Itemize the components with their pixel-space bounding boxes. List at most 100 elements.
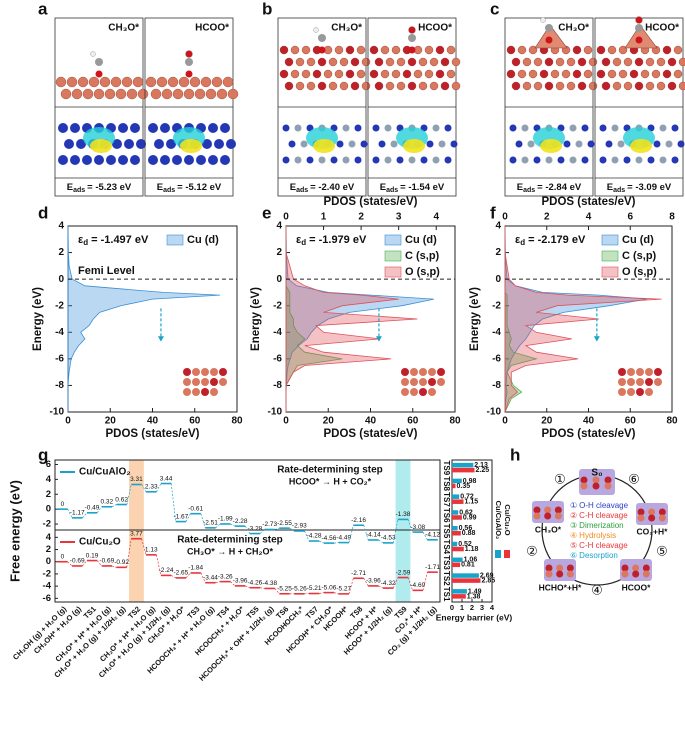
slab-atom [145,76,157,88]
lattice-atom [184,155,194,165]
y-tick-label: 2 [276,247,282,258]
adsorption-energy: Eads = -3.09 eV [607,182,672,194]
d-band-center: εd = -1.497 eV [78,234,149,247]
node-atom [554,512,562,520]
slab-atom [356,69,366,79]
slab-atom [345,45,355,55]
lattice-atom [160,155,170,165]
slab-atom [385,57,395,67]
value-label: -3.08 [410,524,425,531]
x-tick-label: 40 [147,416,159,427]
y-tick-label: 4 [58,221,64,232]
slab-atom [451,81,461,91]
slab-atom [634,57,644,67]
lattice-atom [569,156,577,164]
y-tick-label: 0 [58,274,64,285]
node-atom [533,512,541,520]
lattice-atom [342,124,350,132]
adsorption-energy: Eads = -5.23 eV [67,182,132,194]
slab-atom [301,69,311,79]
category-label: TS9 [442,461,451,476]
slab-atom [511,57,521,67]
node-atom [545,564,553,572]
inset-atom [201,368,209,376]
y-tick-label: 4 [276,221,282,232]
bar [452,541,458,547]
rate-step-reaction: CH₃O* → H + CH₂O* [187,546,273,556]
slab-atom [132,76,144,88]
step-num: ⑥ [570,551,577,560]
inset-atom [419,388,427,396]
step-marker: ④ [591,582,603,597]
node-atom [580,482,588,490]
slab-atom [396,81,406,91]
y-tick-label: 0 [46,504,51,515]
slab-atom [227,88,239,100]
slab-atom [440,57,450,67]
category-label: TS5 [442,524,451,539]
step-legend: ④ Hydrolysis [570,531,616,540]
node-atom [544,512,552,520]
adsorbate-atom [318,46,326,54]
slab-atom [156,76,168,88]
adsorbate-atom [95,58,103,66]
value-label: 2.69 [480,572,494,579]
slab-atom [356,45,366,55]
slab-atom [55,76,67,88]
value-label: 3.44 [160,475,173,482]
value-label: 0 [61,553,65,560]
x-axis-label: PDOS (states/eV) [542,428,636,440]
connector [111,565,117,568]
x2-tick-label: 4 [433,212,439,223]
value-label: -3.28 [247,525,262,532]
inset-atom [645,368,653,376]
value-label: 0.62 [459,509,473,516]
connector [319,592,324,594]
lattice-atom [294,156,302,164]
y-tick-label: -6 [43,593,51,604]
panel-label: f [490,203,496,222]
step-text: Hydrolysis [579,531,616,540]
adsorbate-atom [635,24,643,32]
y-tick-label: 0 [46,556,51,567]
y-tick-label: 4 [46,532,52,543]
slab-atom [555,81,565,91]
slab-atom [345,69,355,79]
slab-atom [440,81,450,91]
value-label: 0.32 [100,498,113,505]
slab-atom [183,88,195,100]
slab-atom [506,69,516,79]
value-label: -0.92 [114,559,129,566]
slab-atom [172,88,184,100]
legend-swatch [495,550,501,558]
x-tick-label: 60 [625,416,637,427]
value-label: 0.62 [115,496,128,503]
inset-atom [419,368,427,376]
x-tick-label: 60 [407,416,419,427]
lattice-atom [58,155,68,165]
value-label: -2.65 [173,570,188,577]
value-label: -5.21 [307,585,322,592]
y-tick-label: -2 [55,300,64,311]
charge-accumulation [630,139,652,153]
charge-accumulation [540,139,562,153]
panel-label: h [510,445,520,464]
slab-atom [601,81,611,91]
slab-atom [88,76,100,88]
node-atom [637,514,645,522]
pdos-area [285,226,418,412]
x-tick-label: 0 [450,603,454,612]
y-tick-label: 2 [46,489,51,500]
value-label: -1.17 [70,510,85,517]
lattice-atom [384,156,392,164]
slab-atom [506,45,516,55]
lattice-atom [450,140,458,148]
x2-tick-label: 2 [358,212,364,223]
inset-atom [401,378,409,386]
slab-atom [645,57,655,67]
y-tick-label: 2 [495,247,501,258]
slab-atom [424,69,434,79]
slab-atom [77,76,89,88]
lattice-atom [300,140,308,148]
adsorbate-atom [185,58,193,66]
